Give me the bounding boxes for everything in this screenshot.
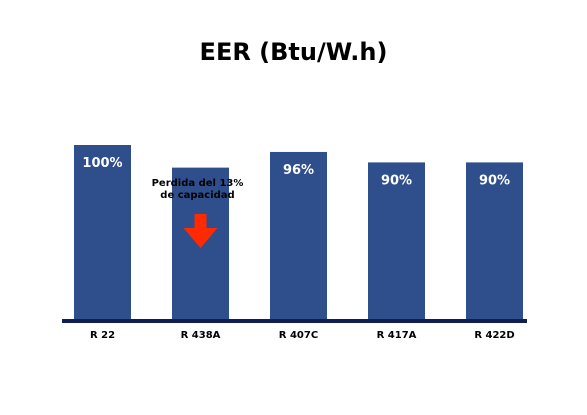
bar-value-label: 90%	[479, 173, 510, 188]
annotation-text: Perdida del 13%	[152, 178, 244, 189]
category-tick-label: R 438A	[181, 330, 221, 341]
bar-value-label: 96%	[283, 163, 314, 178]
bar	[466, 162, 523, 319]
bar	[74, 145, 131, 319]
chart-title: EER (Btu/W.h)	[199, 38, 388, 66]
x-axis-line	[62, 319, 527, 323]
category-tick-label: R 417A	[377, 330, 417, 341]
bar	[270, 151, 327, 319]
bar-value-label: 90%	[381, 173, 412, 188]
down-arrow-icon	[183, 214, 218, 248]
category-tick-label: R 422D	[474, 330, 514, 341]
category-tick-label: R 22	[90, 330, 115, 341]
bar-value-label: 100%	[82, 156, 122, 171]
bar	[368, 162, 425, 319]
annotation-text: de capacidad	[160, 190, 234, 201]
category-tick-label: R 407C	[279, 330, 318, 341]
